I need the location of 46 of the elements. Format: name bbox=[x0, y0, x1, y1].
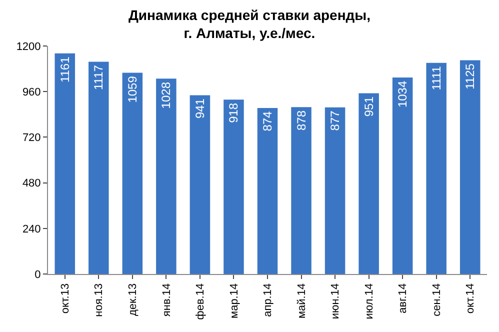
x-tick-label: дек.13 bbox=[126, 283, 139, 316]
y-tick-label: 960 bbox=[22, 86, 41, 98]
x-tick-label: сен.14 bbox=[430, 283, 443, 316]
bar bbox=[291, 107, 312, 274]
chart-title: Динамика средней ставки аренды, г. Алматы, у.е./мес. bbox=[128, 6, 371, 42]
bar bbox=[358, 93, 379, 274]
x-tick-label: ноя.13 bbox=[93, 283, 106, 317]
bar bbox=[324, 107, 346, 274]
data-label: 874 bbox=[260, 110, 274, 132]
x-tick-label: июл.14 bbox=[363, 283, 376, 320]
bar bbox=[54, 53, 76, 274]
bar bbox=[257, 108, 278, 274]
x-tick-label: май.14 bbox=[296, 283, 308, 319]
y-tick-label: 720 bbox=[22, 132, 41, 144]
x-tick-label: янв.14 bbox=[160, 283, 173, 317]
x-tick-label: фев.14 bbox=[194, 283, 207, 320]
data-label: 1161 bbox=[58, 56, 72, 83]
x-tick-label: июн.14 bbox=[330, 283, 342, 320]
x-tick-label: апр.14 bbox=[262, 283, 274, 317]
bar bbox=[190, 95, 210, 274]
data-label: 1111 bbox=[429, 66, 444, 90]
x-tick-label: авг.14 bbox=[397, 283, 410, 314]
y-tick-label: 240 bbox=[22, 223, 41, 236]
bar bbox=[224, 100, 244, 274]
data-label: 1125 bbox=[463, 63, 478, 90]
y-tick-label: 1200 bbox=[16, 40, 41, 53]
data-label: 878 bbox=[294, 110, 308, 131]
data-label: 1028 bbox=[159, 82, 174, 109]
data-label: 877 bbox=[328, 110, 342, 131]
bar bbox=[122, 72, 143, 274]
y-tick-label: 480 bbox=[22, 178, 41, 190]
bar bbox=[426, 62, 446, 274]
data-label: 1117 bbox=[92, 64, 106, 90]
x-tick-label: мар.14 bbox=[228, 283, 240, 318]
bar bbox=[392, 78, 413, 274]
x-tick-label: окт.13 bbox=[59, 283, 72, 314]
data-label: 951 bbox=[362, 96, 376, 117]
bar bbox=[460, 60, 480, 274]
bar bbox=[156, 78, 176, 274]
data-label: 1059 bbox=[125, 76, 140, 103]
data-label: 918 bbox=[226, 102, 241, 123]
data-label: 941 bbox=[192, 98, 207, 119]
data-label: 1034 bbox=[396, 80, 410, 108]
bar bbox=[88, 62, 109, 274]
x-tick-label: окт.14 bbox=[464, 283, 477, 314]
y-tick-label: 0 bbox=[34, 268, 41, 281]
